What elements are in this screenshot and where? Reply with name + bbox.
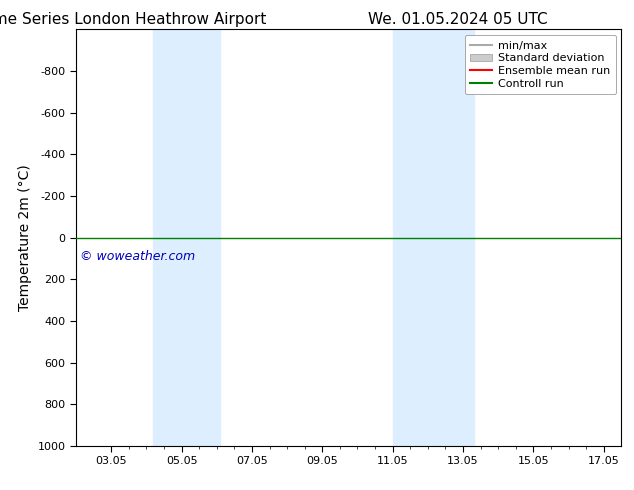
- Text: ENS Time Series London Heathrow Airport: ENS Time Series London Heathrow Airport: [0, 12, 266, 27]
- Y-axis label: Temperature 2m (°C): Temperature 2m (°C): [18, 164, 32, 311]
- Text: © woweather.com: © woweather.com: [80, 250, 195, 263]
- Bar: [392, 29, 474, 446]
- Legend: min/max, Standard deviation, Ensemble mean run, Controll run: min/max, Standard deviation, Ensemble me…: [465, 35, 616, 95]
- Text: We. 01.05.2024 05 UTC: We. 01.05.2024 05 UTC: [368, 12, 547, 27]
- Bar: [153, 29, 220, 446]
